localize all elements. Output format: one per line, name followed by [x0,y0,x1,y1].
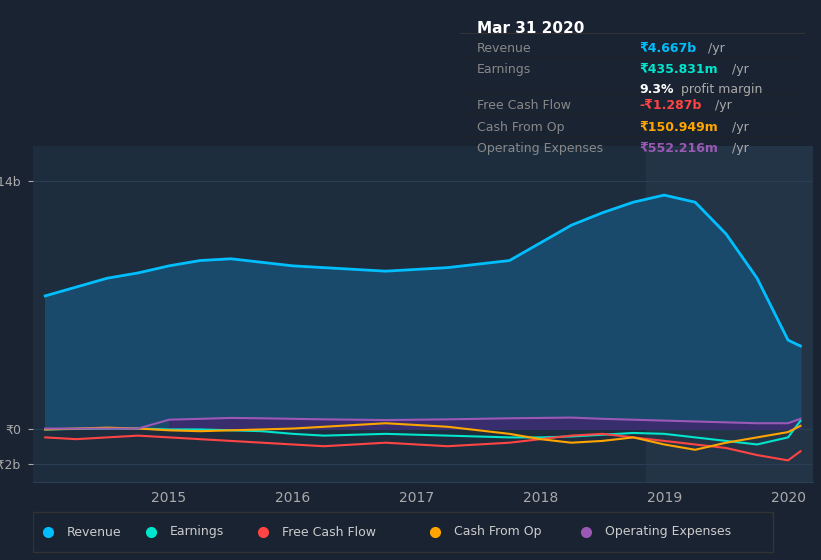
Text: Free Cash Flow: Free Cash Flow [477,99,571,113]
Text: profit margin: profit margin [677,83,763,96]
Text: ₹150.949m: ₹150.949m [639,120,718,133]
Text: Cash From Op: Cash From Op [453,525,541,539]
Bar [645,146,813,482]
Text: ₹552.216m: ₹552.216m [639,142,718,155]
Text: -₹1.287b: -₹1.287b [639,99,701,113]
Text: ₹435.831m: ₹435.831m [639,63,718,76]
Text: ₹4.667b: ₹4.667b [639,42,696,55]
Text: Revenue: Revenue [67,525,122,539]
Text: /yr: /yr [732,63,749,76]
Text: Revenue: Revenue [477,42,532,55]
Text: /yr: /yr [732,142,749,155]
Text: Operating Expenses: Operating Expenses [605,525,732,539]
Text: 9.3%: 9.3% [639,83,673,96]
Text: Cash From Op: Cash From Op [477,120,565,133]
Text: Mar 31 2020: Mar 31 2020 [477,21,585,36]
Text: /yr: /yr [708,42,725,55]
Text: Earnings: Earnings [170,525,224,539]
Text: /yr: /yr [715,99,732,113]
Text: Operating Expenses: Operating Expenses [477,142,603,155]
Text: /yr: /yr [732,120,749,133]
Text: Earnings: Earnings [477,63,531,76]
Text: Free Cash Flow: Free Cash Flow [282,525,376,539]
